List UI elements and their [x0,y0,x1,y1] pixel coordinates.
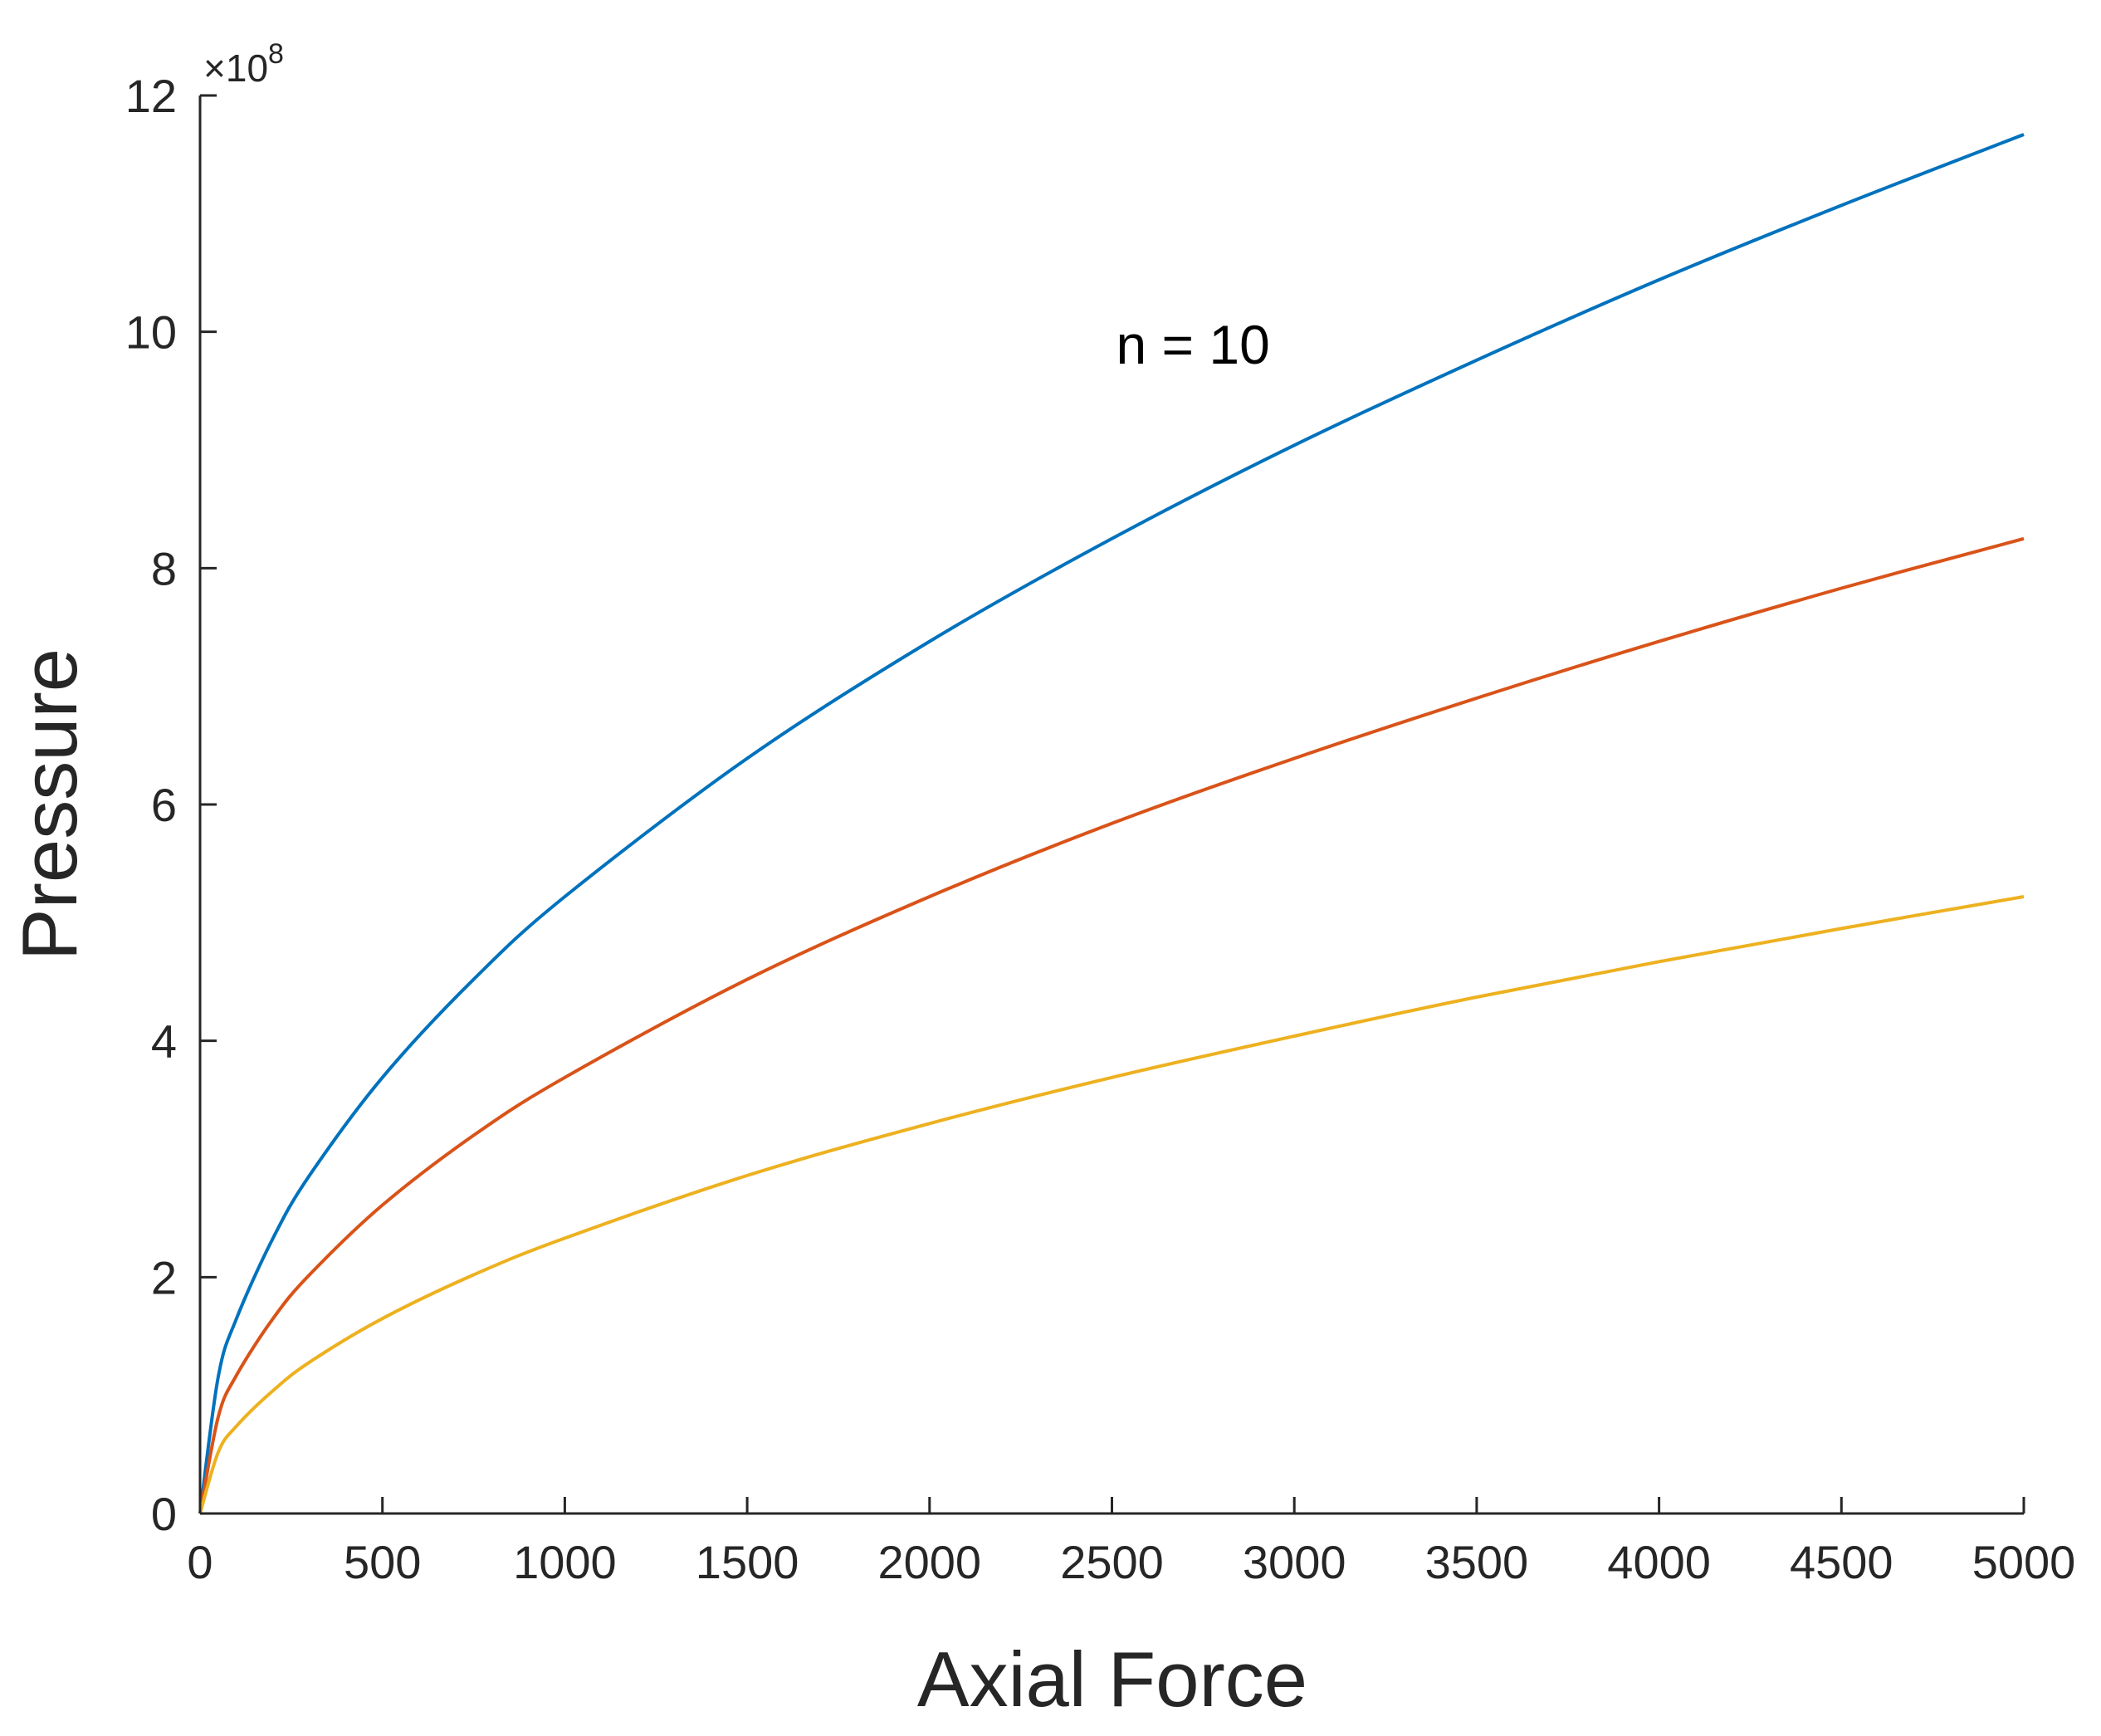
series-layer [198,133,2025,1514]
x-tick-label: 1500 [696,1536,799,1588]
y-tick-label: 6 [151,779,177,831]
plot-area: 0 500 1000 1500 2000 2500 3000 3500 4000 4500 5000… [125,70,2076,1588]
y-tick-label: 8 [151,542,177,594]
series-line-1 [198,133,2025,1514]
x-tick-label: 1000 [513,1536,617,1588]
x-tick-label: 500 [344,1536,421,1588]
series-line-3 [198,895,2025,1514]
y-exponent-power: 8 [268,38,284,70]
x-tick-label: 2500 [1060,1536,1164,1588]
y-tick-label: 12 [125,70,177,122]
x-tick-label: 4500 [1790,1536,1893,1588]
series-line-2 [198,536,2025,1514]
y-tick-label: 0 [151,1488,177,1540]
y-ticks: 0 2 4 6 8 10 12 [125,70,217,1540]
y-tick-label: 10 [125,306,177,359]
x-tick-label: 3000 [1243,1536,1346,1588]
x-tick-label: 0 [187,1536,213,1588]
y-axis-title: Pressure [6,648,93,961]
y-exponent-prefix: ×10 [203,46,268,90]
x-tick-label: 4000 [1607,1536,1711,1588]
x-axis-title: Axial Force [917,1636,1307,1723]
annotation-label: n = 10 [1116,314,1270,375]
x-ticks: 0 500 1000 1500 2000 2500 3000 3500 4000 4500 5000 [187,1497,2075,1588]
x-tick-label: 5000 [1972,1536,2076,1588]
y-tick-label: 2 [151,1251,177,1303]
y-tick-label: 4 [151,1015,177,1068]
x-tick-label: 2000 [878,1536,982,1588]
y-exponent-label: ×108 [203,38,284,90]
x-tick-label: 3500 [1425,1536,1529,1588]
